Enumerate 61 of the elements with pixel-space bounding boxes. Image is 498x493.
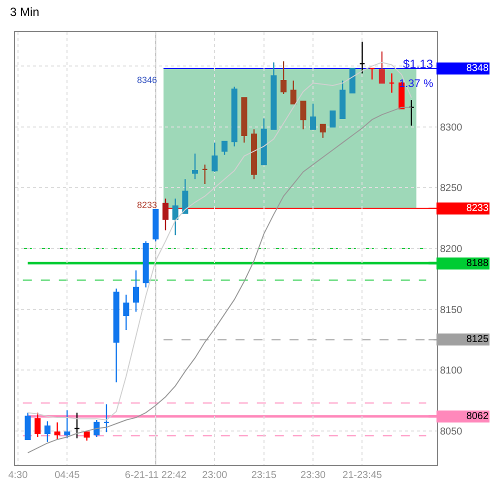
- candlestick: [270, 62, 277, 130]
- candlestick: [340, 80, 346, 119]
- candlestick: [84, 432, 90, 442]
- ref-line-label: 8188: [466, 258, 489, 269]
- y-tick-label: 8300: [440, 122, 463, 134]
- candlestick: [94, 419, 100, 438]
- candlestick: [142, 240, 149, 288]
- ref-line-label: 8348: [466, 63, 489, 74]
- x-tick-label: 6-21-11 22:42: [124, 470, 187, 481]
- candlestick: [103, 404, 110, 433]
- y-tick-label: 8050: [440, 426, 463, 438]
- candlestick: [152, 208, 159, 242]
- candlestick: [192, 153, 198, 180]
- candlestick: [54, 422, 60, 440]
- x-tick-label: 23:30: [300, 470, 326, 481]
- candlestick: [172, 198, 178, 236]
- y-tick-label: 8200: [440, 244, 463, 255]
- annotation: $1.13: [403, 57, 434, 71]
- candlestick: [310, 103, 316, 130]
- x-tick-label: 4:30: [8, 470, 28, 481]
- x-tick-label: 23:15: [251, 470, 277, 481]
- candlestick: [378, 50, 385, 84]
- candlestick: [231, 86, 238, 147]
- y-tick-label: 8150: [440, 304, 463, 316]
- candlestick: [251, 128, 258, 180]
- candlestick: [123, 294, 130, 331]
- chart-title: 3 Min: [10, 4, 40, 19]
- candlestick: [24, 412, 31, 440]
- candlestick: [280, 60, 287, 95]
- candlestick: [330, 110, 336, 128]
- candlestick: [290, 80, 296, 104]
- candlestick: [132, 270, 139, 312]
- candlestick: [349, 68, 356, 94]
- ref-line-label: 8062: [466, 411, 489, 422]
- candlestick: [369, 68, 376, 80]
- ref-line-label: 8233: [466, 203, 489, 214]
- candlestick: [408, 100, 414, 126]
- candlestick: [74, 412, 80, 439]
- candlestick: [44, 420, 50, 442]
- annotation: 8233: [137, 200, 158, 210]
- candlestick: [320, 124, 326, 138]
- candlestick: [260, 118, 267, 166]
- candlestick: [222, 140, 228, 156]
- x-tick-label: 04:45: [54, 470, 80, 481]
- x-tick-label: 23:00: [202, 470, 228, 481]
- candlestick: [34, 412, 41, 438]
- candlestick: [241, 97, 248, 144]
- ref-line-label: 8125: [466, 334, 489, 345]
- candlestick: [182, 178, 188, 214]
- candlestick: [212, 142, 218, 172]
- candlestick: [388, 72, 395, 94]
- y-tick-label: 8250: [440, 183, 463, 194]
- x-tick-label: 21-23:45: [342, 470, 382, 481]
- candlestick: [113, 288, 120, 383]
- candlestick: [202, 164, 208, 185]
- candlestick: [359, 41, 366, 74]
- candlestick: [162, 198, 169, 231]
- candlestick: [300, 100, 306, 130]
- candlestick: [64, 410, 70, 439]
- annotation: 8346: [137, 75, 158, 85]
- y-tick-label: 8100: [440, 366, 463, 377]
